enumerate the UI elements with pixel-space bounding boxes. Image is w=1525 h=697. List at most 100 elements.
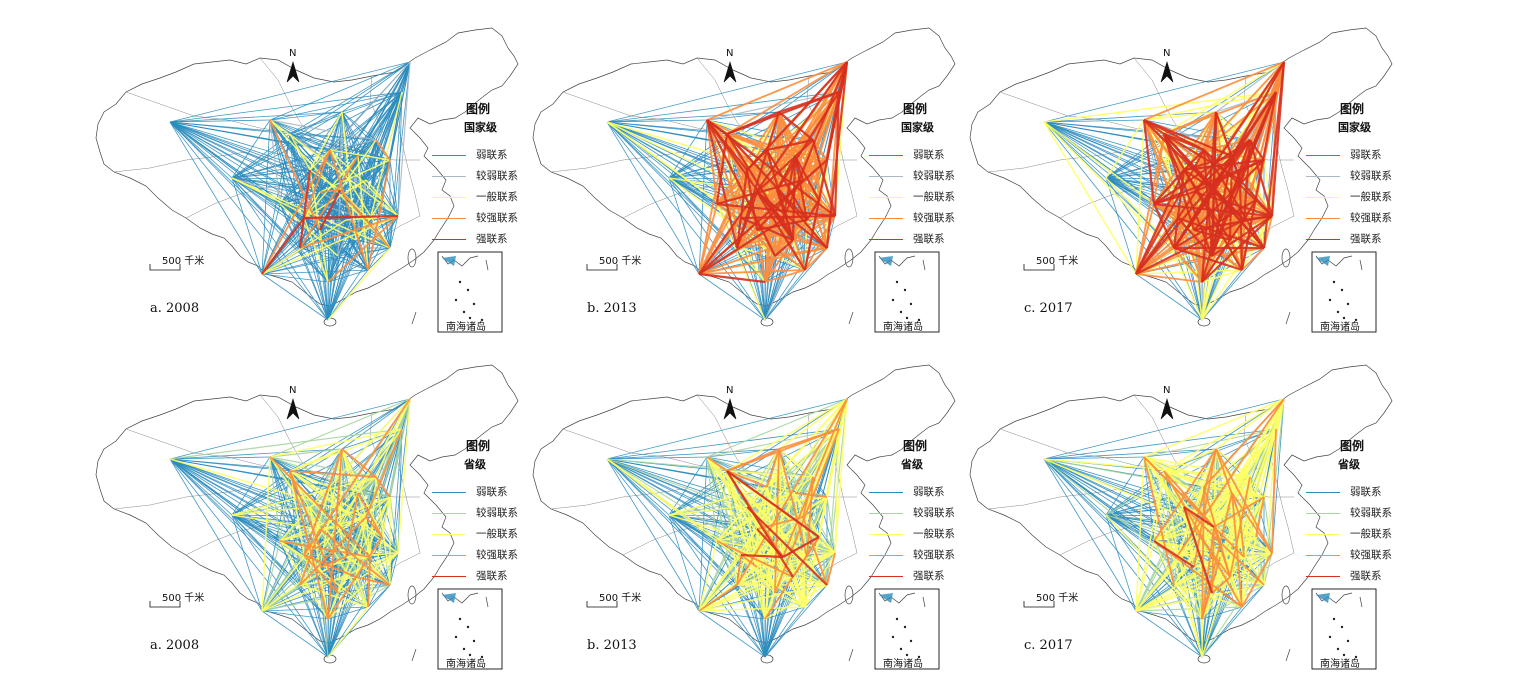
connection-line — [269, 119, 281, 205]
connection-line — [1203, 428, 1277, 488]
connection-line — [1142, 119, 1156, 205]
legend-item: 一般联系 — [1306, 524, 1426, 545]
legend-item: 强联系 — [1306, 229, 1426, 250]
connection-line — [337, 215, 399, 257]
island-outline — [323, 654, 337, 664]
connection-line — [389, 428, 403, 498]
connection-line — [1173, 215, 1273, 249]
connection-line — [606, 398, 848, 460]
connection-line — [279, 540, 371, 558]
scale-bar-label: 500 千米 — [1036, 256, 1079, 267]
connection-line — [756, 496, 828, 530]
connection-line — [1201, 159, 1265, 283]
inset-coastline — [441, 255, 479, 267]
connection-line — [1215, 61, 1285, 113]
connection-line — [1135, 610, 1203, 658]
connection-line — [365, 159, 391, 181]
connection-line — [1201, 486, 1205, 620]
connection-line — [766, 149, 808, 221]
inset-island — [466, 625, 470, 629]
legend-item: 强联系 — [432, 229, 552, 250]
legend-item: 弱联系 — [1306, 145, 1426, 166]
inset-frame — [874, 251, 940, 333]
connection-line — [269, 119, 311, 171]
map-canvas — [532, 27, 956, 333]
connection-line — [834, 398, 848, 554]
connection-line — [726, 470, 820, 538]
country-outline — [532, 27, 956, 307]
connection-line — [375, 476, 391, 498]
connection-line — [716, 203, 806, 271]
legend-item: 弱联系 — [432, 145, 552, 166]
connection-line — [1135, 119, 1145, 275]
legend-swatch — [869, 492, 903, 494]
connection-line — [1162, 133, 1214, 257]
inset-frame — [874, 588, 940, 670]
country-outline — [95, 364, 519, 644]
connection-line — [1043, 458, 1203, 658]
legend-swatch — [869, 176, 903, 178]
connection-line — [299, 191, 321, 249]
connection-line — [269, 456, 281, 542]
connection-line — [1271, 398, 1285, 554]
connection-line — [231, 177, 263, 275]
connection-line — [231, 119, 271, 179]
map-panel-national-1: N 500 千米 南海诸岛 a. 2008 图例 国家级 弱联系 较弱联系 一般联系 较强联系 强联… — [90, 20, 560, 360]
connection-line — [169, 448, 343, 460]
connection-line — [668, 514, 700, 612]
inset-label: 南海诸岛 — [446, 659, 486, 670]
legend-items: 弱联系 较弱联系 一般联系 较强联系 强联系 — [869, 145, 989, 250]
inset-island — [472, 639, 476, 643]
inset-island — [454, 298, 458, 302]
sea-boundary — [848, 648, 854, 662]
legend-swatch — [1306, 176, 1340, 178]
connection-line — [706, 119, 742, 219]
connection-line — [303, 214, 399, 220]
connection-line — [1105, 119, 1145, 179]
legend-label: 较强联系 — [1350, 549, 1392, 561]
connection-line — [1143, 448, 1217, 458]
inset-frame — [437, 251, 503, 333]
legend-item: 强联系 — [1306, 566, 1426, 587]
island-outline — [407, 248, 417, 268]
inset-coastline — [878, 255, 916, 267]
connection-line — [1201, 606, 1243, 620]
connection-line — [716, 540, 738, 586]
connection-line — [289, 428, 403, 472]
connection-line — [716, 540, 794, 578]
inset-island — [1340, 288, 1344, 292]
connection-line — [1143, 119, 1205, 151]
connection-line — [341, 448, 377, 478]
connection-line — [339, 179, 367, 191]
connection-line — [1215, 398, 1285, 450]
connection-line — [736, 576, 794, 586]
legend-item: 较弱联系 — [869, 166, 989, 187]
connection-line — [668, 119, 708, 179]
legend: 图例 国家级 弱联系 较弱联系 一般联系 较强联系 强联系 — [1306, 100, 1426, 250]
connection-line — [764, 255, 776, 283]
connection-line — [169, 91, 403, 123]
connection-line — [389, 215, 399, 249]
connection-line — [341, 448, 399, 554]
inset-boundary — [922, 596, 926, 608]
connection-line — [698, 540, 718, 612]
connection-line — [606, 119, 708, 123]
connection-line — [231, 514, 263, 612]
connection-line — [231, 61, 411, 179]
connection-line — [1183, 506, 1265, 586]
connection-line — [766, 448, 780, 488]
connection-line — [726, 398, 848, 472]
connection-line — [397, 428, 403, 554]
legend-swatch — [1306, 218, 1340, 220]
legend-items: 弱联系 较弱联系 一般联系 较强联系 强联系 — [1306, 482, 1426, 587]
legend-title: 图例 — [466, 439, 491, 453]
connection-line — [736, 566, 758, 586]
connection-line — [726, 470, 758, 568]
connection-line — [299, 247, 329, 283]
connection-line — [826, 398, 848, 498]
connection-line — [327, 139, 377, 283]
connection-line — [1152, 203, 1176, 249]
connection-line — [298, 169, 312, 249]
map-panel-provincial-2: N 500 千米 南海诸岛 b. 2013 图例 省级 弱联系 较弱联系 一般联系 较强联系 强联系 — [527, 357, 997, 697]
connection-line — [756, 139, 814, 193]
